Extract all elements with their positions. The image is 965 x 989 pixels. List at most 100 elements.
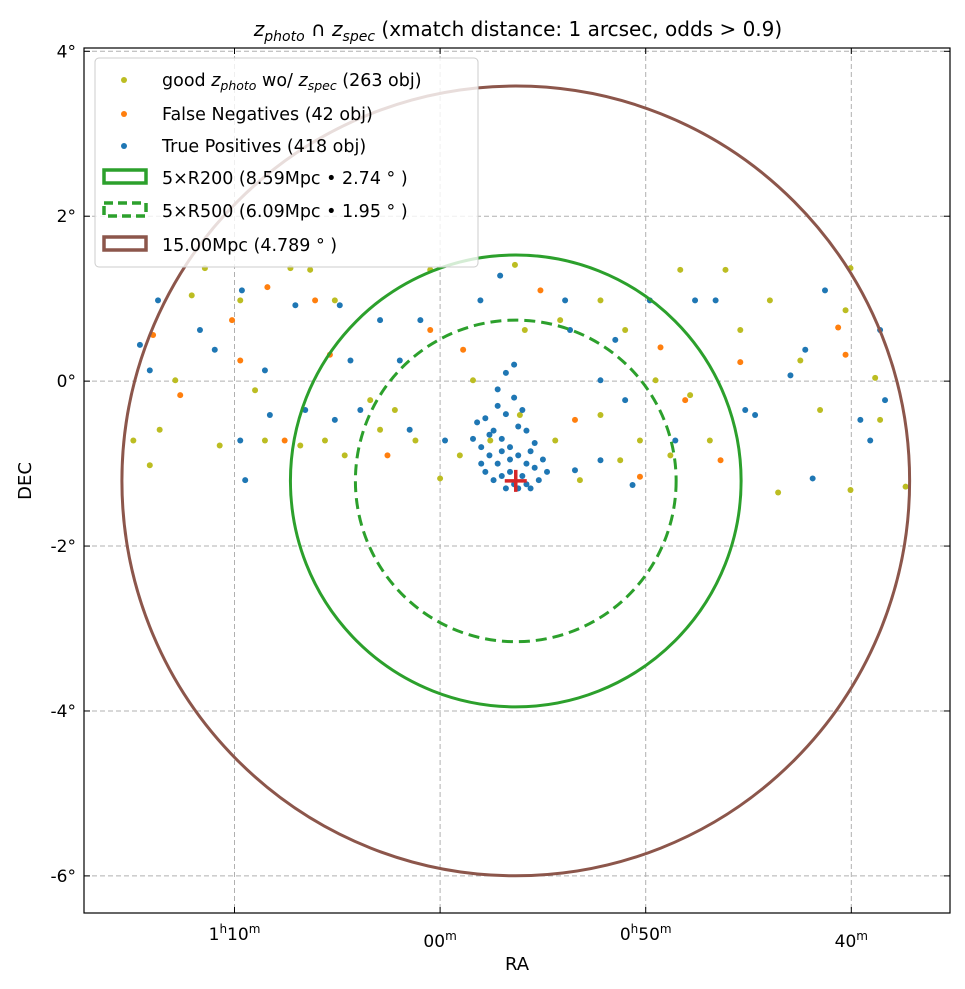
data-point [341, 452, 348, 459]
data-point [552, 437, 559, 444]
data-point [775, 489, 782, 496]
data-point [146, 462, 153, 469]
data-point [511, 361, 518, 368]
data-point [482, 415, 489, 422]
data-point [156, 426, 163, 433]
data-point [537, 287, 544, 294]
legend-marker-r200 [102, 168, 148, 185]
data-point [737, 327, 744, 334]
data-point [797, 357, 804, 364]
data-point [667, 452, 674, 459]
data-point [682, 397, 689, 404]
data-point [706, 437, 713, 444]
data-point [571, 467, 578, 474]
data-point [507, 456, 514, 463]
data-point [597, 297, 604, 304]
data-point [264, 284, 271, 291]
data-point [238, 287, 245, 294]
data-point [307, 266, 314, 273]
data-point [486, 431, 493, 438]
data-point [502, 411, 509, 418]
data-point [331, 297, 338, 304]
data-point [211, 346, 218, 353]
y-tick-label: -2° [51, 537, 76, 557]
data-point [417, 317, 424, 324]
data-point [502, 485, 509, 492]
data-point [902, 483, 909, 490]
data-point [692, 297, 699, 304]
data-point [752, 411, 759, 418]
legend-marker-true-positives [121, 143, 127, 149]
data-point [722, 266, 729, 273]
series-true-positives [136, 272, 889, 492]
x-tick-label: 40m [835, 929, 868, 952]
data-point [672, 437, 679, 444]
data-point [470, 377, 477, 384]
data-point [507, 468, 514, 475]
data-point [437, 475, 444, 482]
data-point [857, 416, 864, 423]
data-point [136, 341, 143, 348]
data-point [281, 437, 288, 444]
data-point [802, 346, 809, 353]
data-point [237, 437, 244, 444]
data-point [809, 475, 816, 482]
data-point [478, 460, 485, 467]
data-point [567, 327, 574, 334]
data-point [737, 359, 744, 366]
data-point [523, 460, 530, 467]
data-point [494, 402, 501, 409]
data-point [519, 472, 526, 479]
x-tick-label: 00m [423, 929, 456, 952]
data-point [331, 416, 338, 423]
data-point [261, 367, 268, 374]
data-point [321, 437, 328, 444]
legend-label-r200: 5×R200 (8.59Mpc • 2.74 ° ) [162, 169, 408, 189]
data-point [817, 406, 824, 413]
data-point [677, 266, 684, 273]
data-point [742, 406, 749, 413]
data-point [490, 427, 497, 434]
data-point [237, 297, 244, 304]
data-point [687, 392, 694, 399]
data-point [377, 317, 384, 324]
data-point [396, 357, 403, 364]
legend: good zphoto wo/ zspec (263 obj) False Ne… [94, 57, 479, 268]
data-point [636, 437, 643, 444]
axes: 1h10m 00m 0h50m 40m 4° 2° 0° -2° -4° -6° [51, 42, 951, 952]
data-point [539, 456, 546, 463]
data-point [266, 411, 273, 418]
data-point [427, 327, 434, 334]
data-point [787, 372, 794, 379]
data-point [486, 452, 493, 459]
data-point [188, 292, 195, 299]
data-point [292, 302, 299, 309]
data-point [130, 437, 137, 444]
y-tick-label: 4° [57, 42, 76, 62]
data-point [172, 377, 179, 384]
data-point [652, 377, 659, 384]
data-point [196, 327, 203, 334]
legend-marker-15mpc [102, 235, 148, 252]
data-point [252, 387, 259, 394]
data-point [511, 394, 518, 401]
chart-title: zphoto ∩ zspec (xmatch distance: 1 arcse… [253, 17, 782, 45]
data-point [717, 457, 724, 464]
data-point [617, 457, 624, 464]
plot-frame [83, 47, 951, 914]
data-point [867, 437, 874, 444]
legend-marker-r500 [102, 201, 148, 218]
y-tick-label: 2° [57, 207, 76, 227]
data-point [519, 406, 526, 413]
data-point [216, 442, 223, 449]
data-point [367, 397, 374, 404]
legend-marker-good-zphoto [121, 77, 127, 83]
data-point [502, 369, 509, 376]
data-point [391, 406, 398, 413]
data-point [535, 477, 542, 484]
y-tick-label: -6° [51, 867, 76, 887]
data-point [847, 486, 854, 493]
data-point [712, 297, 719, 304]
data-point [498, 435, 505, 442]
data-point [576, 477, 583, 484]
